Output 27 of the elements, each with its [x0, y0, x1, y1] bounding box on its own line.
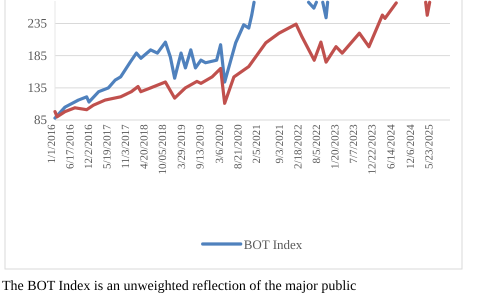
x-tick-label: 12/2/2016 [83, 124, 96, 170]
x-tick-label: 10/05/2018 [156, 124, 169, 175]
x-tick-label: 1/1/2016 [46, 124, 58, 164]
x-tick-label: 12/6/2024 [404, 124, 417, 170]
x-tick-label: 7/7/2023 [348, 124, 360, 164]
x-tick-label: 5/23/2025 [423, 124, 436, 170]
y-tick-label: 135 [28, 80, 47, 95]
x-tick-label: 6/17/2016 [64, 124, 77, 170]
x-tick-label: 5/19/2017 [102, 124, 114, 170]
legend-label: BOT Index [244, 237, 303, 252]
x-tick-label: 3/29/2019 [176, 124, 188, 170]
x-tick-label: 2/18/2022 [292, 124, 304, 170]
x-tick-label: 2/5/2021 [250, 124, 263, 164]
x-tick-label: 11/3/2017 [120, 124, 132, 169]
x-tick-label: 4/20/2018 [138, 124, 151, 170]
x-tick-label: 12/22/2023 [366, 124, 378, 175]
x-tick-label: 8/5/2022 [310, 124, 323, 164]
x-tick-label: 1/20/2023 [329, 124, 342, 170]
y-tick-label: 235 [28, 16, 47, 31]
x-tick-label: 3/6/2020 [214, 124, 226, 164]
x-tick-label: 9/13/2019 [194, 124, 207, 170]
y-tick-label: 85 [34, 112, 47, 128]
y-tick-label: 185 [28, 48, 47, 63]
x-tick-label: 9/3/2021 [274, 124, 286, 164]
text: The BOT Index is an unweighted reflection of the major public [2, 279, 356, 294]
x-tick-label: 6/14/2024 [386, 124, 398, 170]
x-tick-label: 8/21/2020 [232, 124, 244, 170]
